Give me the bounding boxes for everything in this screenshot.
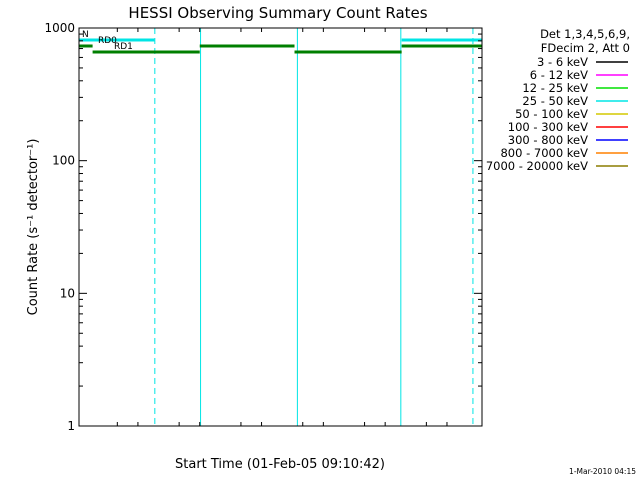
y-tick-label-0: 1 [67, 419, 75, 433]
flag-label-1: RD0 [98, 36, 117, 46]
legend-label-4: 50 - 100 keV [515, 107, 588, 121]
y-tick-label-2: 100 [52, 154, 75, 168]
y-tick-label-1: 10 [60, 286, 75, 300]
plot-frame [78, 27, 483, 427]
legend-label-1: 6 - 12 keV [530, 68, 588, 82]
chart-title: HESSI Observing Summary Count Rates [128, 4, 427, 22]
legend-header-line-2: FDecim 2, Att 0 [541, 41, 630, 55]
legend-label-8: 7000 - 20000 keV [486, 159, 588, 173]
legend-label-7: 800 - 7000 keV [500, 146, 588, 160]
x-axis-label: Start Time (01-Feb-05 09:10:42) [175, 457, 385, 472]
y-axis-label: Count Rate (s⁻¹ detector⁻¹) [26, 139, 41, 316]
y-tick-label-3: 1000 [44, 21, 75, 35]
flag-label-2: RD1 [114, 42, 133, 52]
legend-label-0: 3 - 6 keV [537, 55, 588, 69]
date-stamp: 1-Mar-2010 04:15 [569, 467, 636, 476]
legend-label-2: 12 - 25 keV [522, 81, 588, 95]
flag-label-0: N [82, 30, 89, 40]
legend-header-line-1: Det 1,3,4,5,6,9, [540, 27, 630, 41]
legend-label-5: 100 - 300 keV [508, 120, 588, 134]
legend: Det 1,3,4,5,6,9, FDecim 2, Att 0 3 - 6 k… [486, 27, 630, 173]
legend-label-6: 300 - 800 keV [508, 133, 588, 147]
legend-label-3: 25 - 50 keV [522, 94, 588, 108]
